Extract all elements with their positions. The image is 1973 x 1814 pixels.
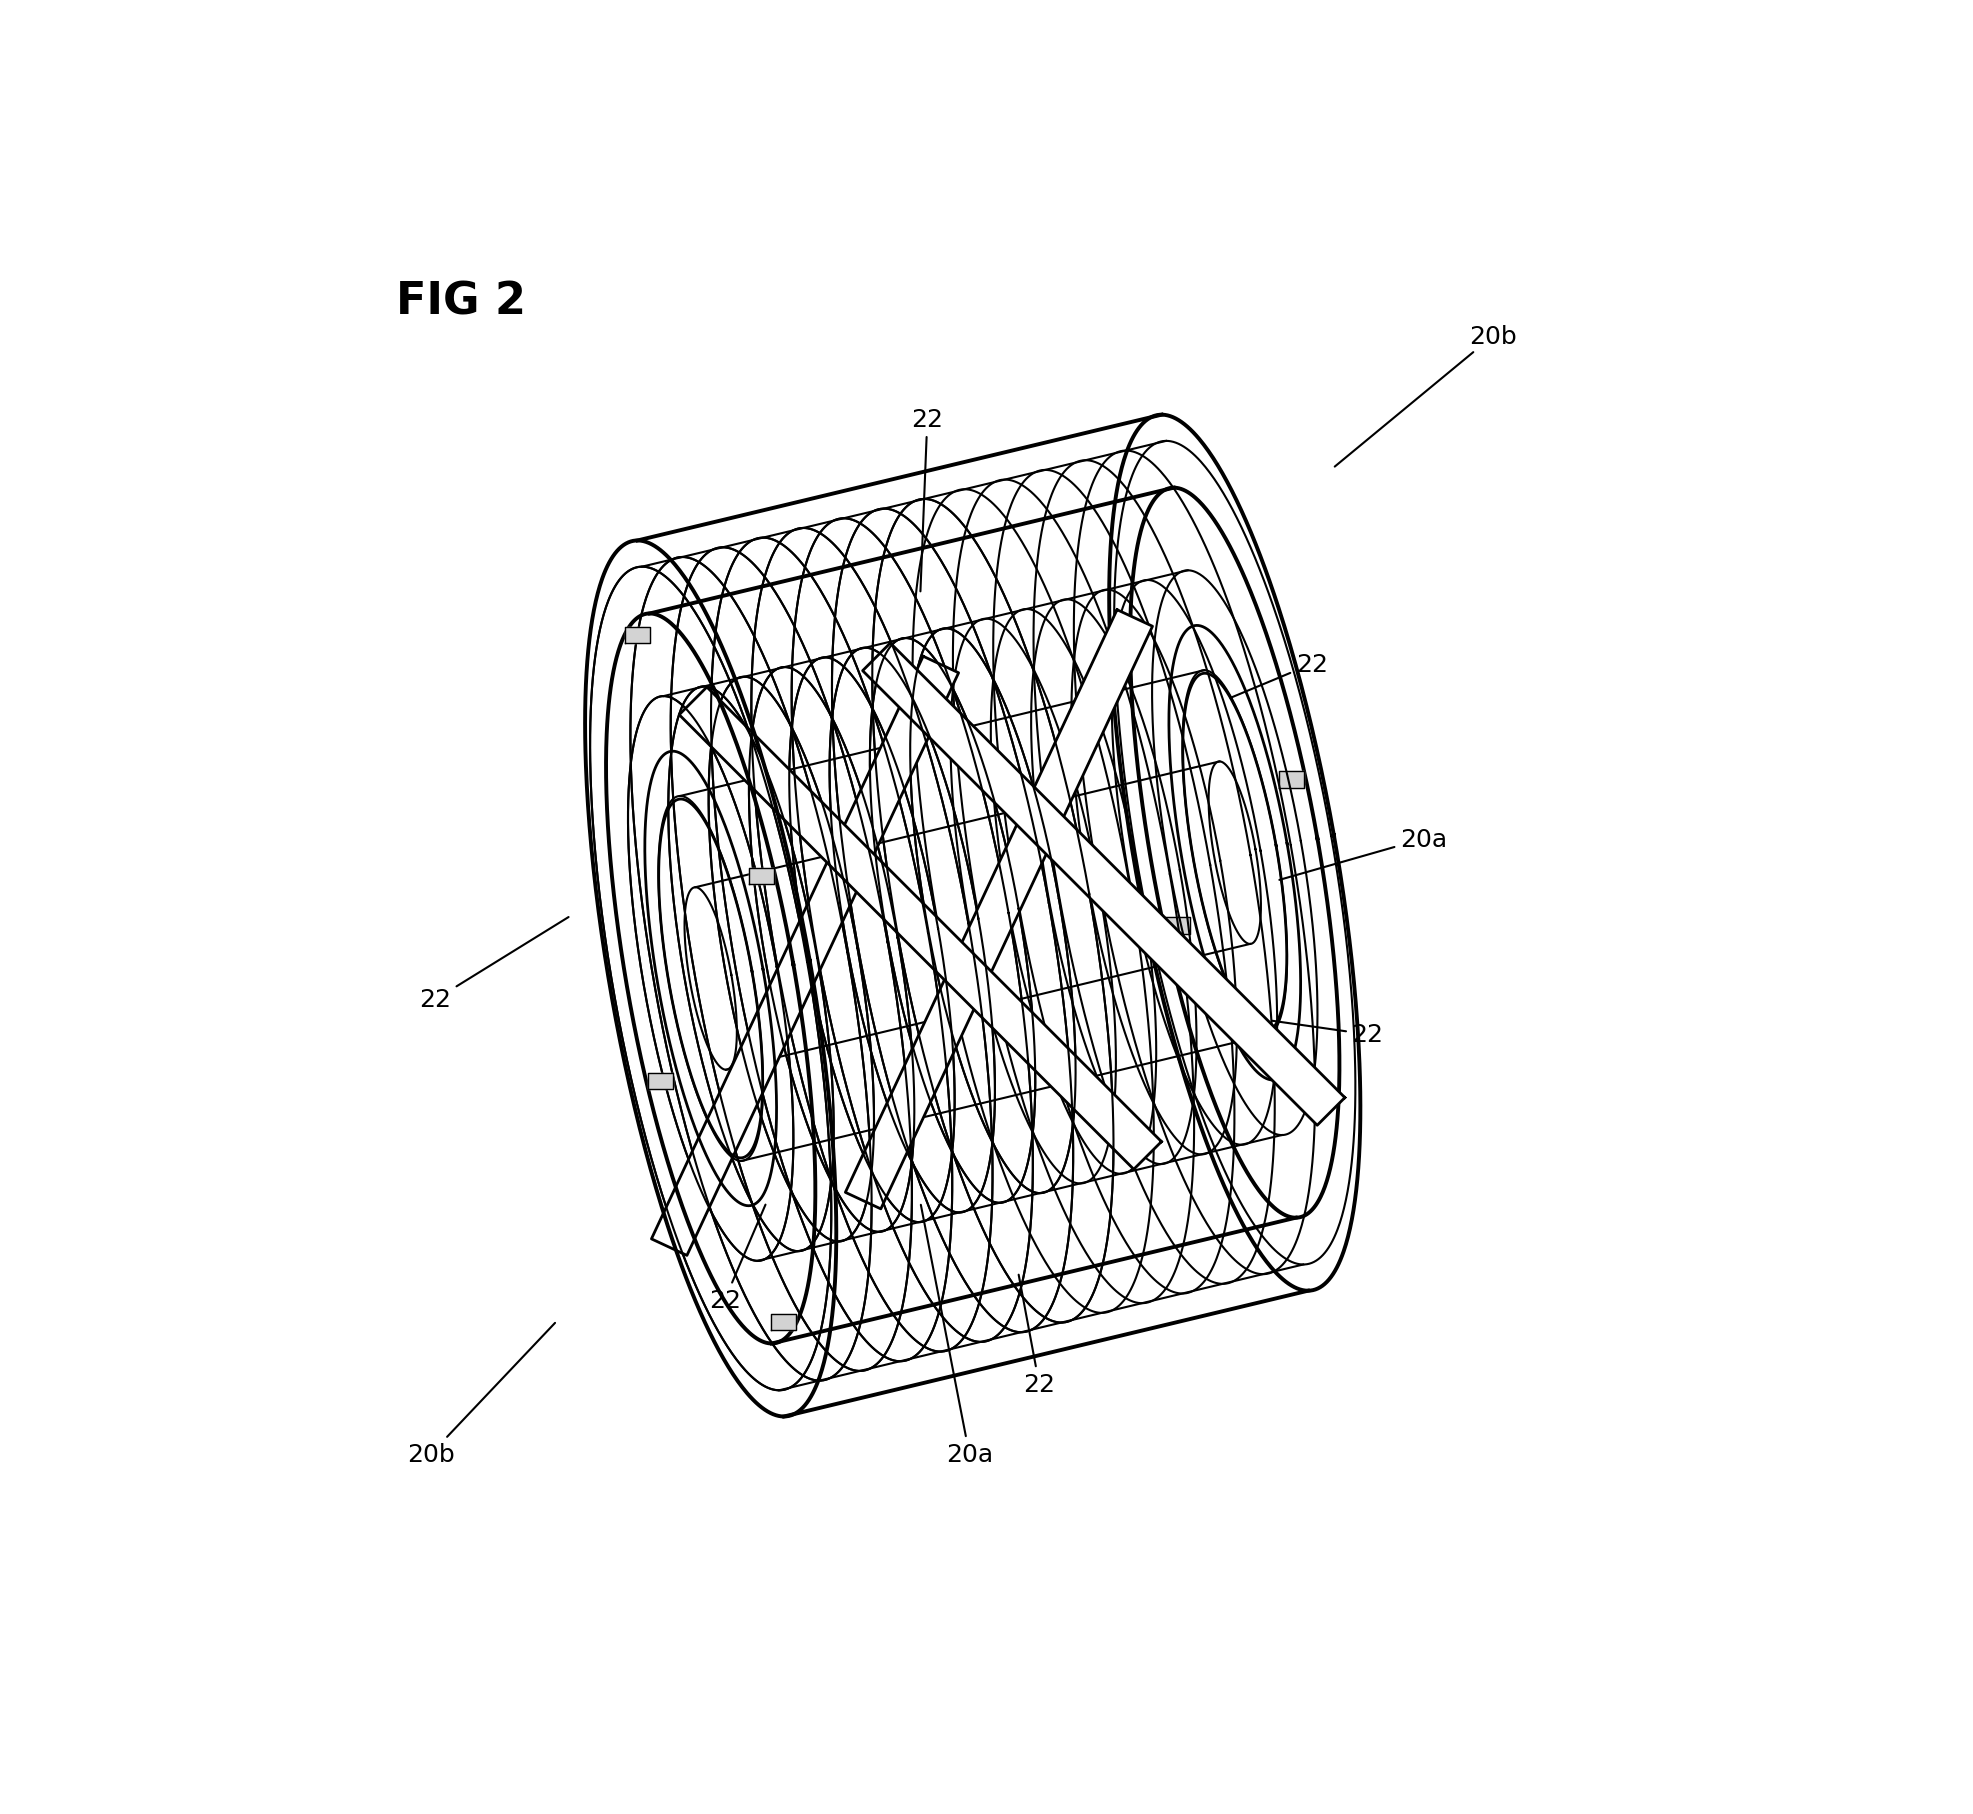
Text: 22: 22 [708, 1204, 766, 1312]
Text: 22: 22 [1273, 1021, 1383, 1047]
Text: 22: 22 [1018, 1275, 1056, 1397]
Text: 20b: 20b [406, 1322, 554, 1466]
Text: 22: 22 [912, 408, 943, 591]
Polygon shape [1166, 918, 1190, 934]
Text: 22: 22 [420, 918, 568, 1012]
Text: 22: 22 [1231, 653, 1328, 698]
Text: 20a: 20a [1279, 827, 1446, 880]
Polygon shape [647, 1074, 673, 1090]
Text: 20a: 20a [921, 1204, 992, 1466]
Polygon shape [771, 1313, 797, 1331]
Polygon shape [862, 644, 1346, 1126]
Text: FIG 2: FIG 2 [397, 281, 527, 323]
Polygon shape [748, 869, 773, 885]
Polygon shape [625, 628, 651, 644]
Text: 20b: 20b [1336, 325, 1517, 468]
Polygon shape [1279, 773, 1304, 789]
Polygon shape [679, 688, 1162, 1170]
Polygon shape [651, 657, 959, 1255]
Polygon shape [844, 610, 1152, 1210]
